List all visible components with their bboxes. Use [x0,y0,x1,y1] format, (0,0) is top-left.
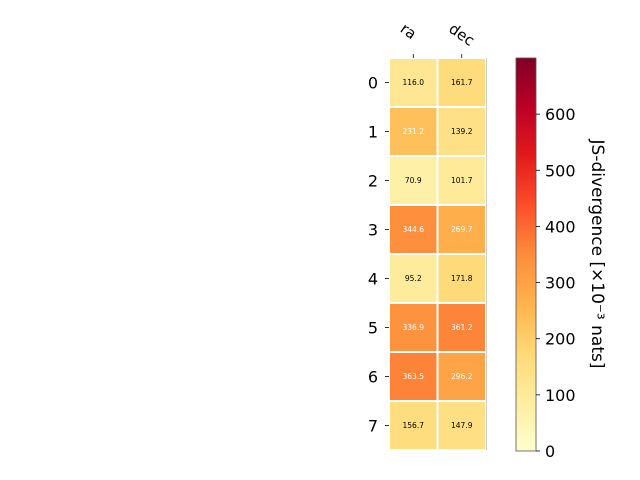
heatmap-cell [390,402,437,449]
heatmap-cell [390,108,437,155]
cell-value-label: 269.7 [451,225,473,234]
cell-value-label: 161.7 [451,78,473,87]
heatmap-cell [390,59,437,106]
heatmap-cells: 116.0 161.7 231.2 139.2 70.9 101.7 344.6 269.7 9… [390,59,485,449]
column-label: dec [445,20,477,50]
row-label: 6 [368,368,378,387]
cell-value-label: 101.7 [451,176,473,185]
column-label: ra [397,20,420,44]
cell-value-label: 171.8 [451,274,473,283]
heatmap-cell [438,402,485,449]
heatmap-cell [438,255,485,302]
cell-value-label: 344.6 [403,225,425,234]
heatmap-cell [438,206,485,253]
cell-value-label: 70.9 [405,176,422,185]
cell-value-label: 363.5 [403,372,425,381]
row-label: 7 [368,417,378,436]
heatmap-cell [390,206,437,253]
colorbar-tick-label: 0 [545,442,555,461]
heatmap-cell [390,353,437,400]
heatmap-cell [438,157,485,204]
heatmap-cell [390,157,437,204]
colorbar-tick-label: 300 [545,274,576,293]
cell-value-label: 139.2 [451,127,473,136]
colorbar-ticks: 0 100 200 300 400 500 600 [536,105,576,461]
heatmap-cell [390,304,437,351]
row-label: 0 [368,74,378,93]
colorbar-tick-label: 600 [545,105,576,124]
heatmap-cell [438,108,485,155]
colorbar [515,57,537,452]
cell-value-label: 231.2 [403,127,425,136]
colorbar-tick-label: 100 [545,386,576,405]
row-label: 5 [368,319,378,338]
cell-value-label: 336.9 [403,323,425,332]
colorbar-tick-label: 500 [545,161,576,180]
cell-value-label: 95.2 [405,274,422,283]
row-labels: 0 1 2 3 4 5 6 7 [368,74,389,436]
row-label: 2 [368,172,378,191]
cell-value-label: 156.7 [403,421,425,430]
cell-value-label: 296.2 [451,372,473,381]
row-label: 3 [368,221,378,240]
heatmap-cell [390,255,437,302]
row-label: 4 [368,270,378,289]
colorbar-tick-label: 400 [545,217,576,236]
colorbar-tick-label: 200 [545,330,576,349]
heatmap-cell [438,304,485,351]
cell-value-label: 361.2 [451,323,473,332]
cell-value-label: 116.0 [403,78,425,87]
colorbar-label: JS-divergence [×10⁻³ nats] [587,139,607,369]
cell-value-label: 147.9 [451,421,473,430]
row-label: 1 [368,123,378,142]
heatmap-cell [438,353,485,400]
heatmap-cell [438,59,485,106]
column-labels: ra dec [397,20,478,58]
